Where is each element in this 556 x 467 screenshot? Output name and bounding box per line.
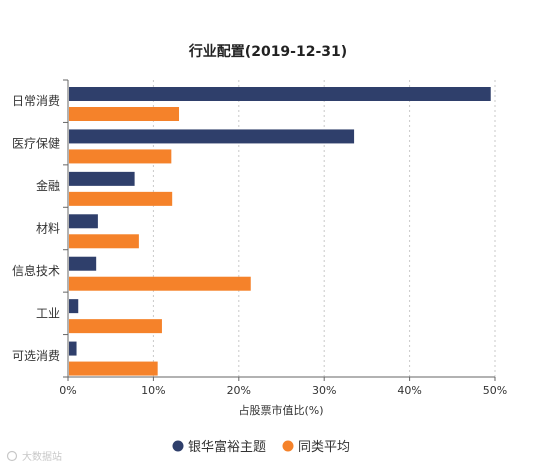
legend-item[interactable]: 银华富裕主题 — [172, 439, 267, 455]
legend-marker — [172, 440, 184, 452]
x-tick-label: 0% — [59, 384, 76, 397]
chart-title: 行业配置(2019-12-31) — [188, 43, 347, 60]
bar-fund — [69, 256, 97, 271]
bar-peer-average — [69, 361, 158, 376]
bar-fund — [69, 299, 79, 314]
x-tick-label: 50% — [483, 384, 507, 397]
x-tick-label: 20% — [227, 384, 251, 397]
category-label: 材料 — [36, 222, 60, 236]
bar-peer-average — [69, 149, 172, 164]
axes — [63, 79, 496, 381]
legend-label: 同类平均 — [298, 440, 350, 455]
bar-fund — [69, 214, 98, 229]
watermark-icon — [6, 450, 18, 462]
category-label: 医疗保健 — [12, 137, 60, 151]
legend[interactable]: 银华富裕主题 同类平均 — [172, 439, 351, 455]
x-axis-title: 占股票市值比(%) — [238, 403, 323, 417]
bar-fund — [69, 341, 77, 356]
category-label: 工业 — [36, 306, 60, 320]
bar-peer-average — [69, 234, 139, 249]
grid-lines — [152, 80, 496, 377]
legend-label: 银华富裕主题 — [188, 439, 266, 455]
x-tick-label: 40% — [397, 384, 421, 397]
category-label: 信息技术 — [12, 263, 60, 278]
bar-peer-average — [69, 107, 180, 121]
category-label: 可选消费 — [12, 349, 60, 363]
bar-peer-average — [69, 319, 162, 334]
bar-fund — [69, 129, 355, 144]
bar-fund — [69, 87, 491, 101]
x-tick-label: 10% — [141, 384, 165, 397]
bar-peer-average — [69, 276, 251, 291]
category-label: 日常消费 — [12, 94, 60, 108]
category-label: 金融 — [36, 178, 60, 193]
watermark: 大数据站 — [6, 450, 62, 463]
legend-item[interactable]: 同类平均 — [282, 440, 351, 455]
bars — [69, 87, 491, 376]
x-tick-label: 30% — [312, 384, 336, 397]
bar-fund — [69, 171, 135, 186]
bar-peer-average — [69, 191, 173, 206]
x-tick-labels: 0% 10% 20% 30% 40% 50% — [59, 384, 507, 397]
watermark-text: 大数据站 — [22, 450, 62, 463]
legend-marker — [282, 440, 294, 452]
